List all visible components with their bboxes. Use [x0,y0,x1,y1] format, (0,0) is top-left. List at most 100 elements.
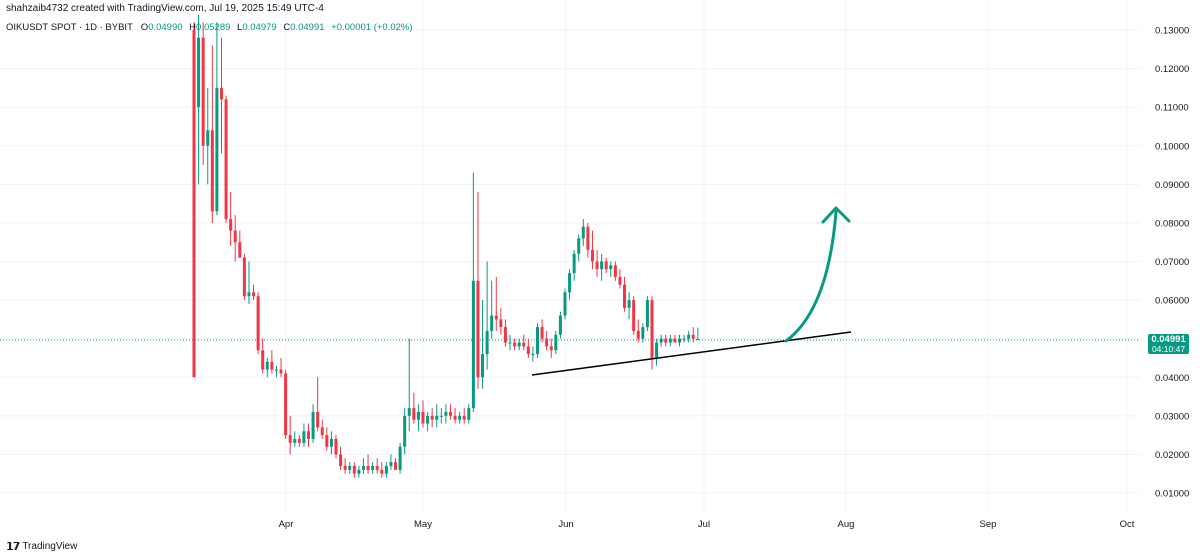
candle [265,357,269,378]
candle [494,276,498,331]
candle-body [655,342,659,358]
candle [284,369,288,439]
candle-body [682,338,686,340]
candle-body [389,462,393,466]
candle [513,338,517,351]
candle [270,350,274,374]
candle-body [206,130,210,146]
candle-body [229,219,233,231]
candle [581,219,585,247]
symbol-ohlc-bar: OIKUSDT SPOT · 1D · BYBIT O0.04990 H0.05… [6,22,413,33]
candle-body [444,411,448,416]
symbol-name[interactable]: OIKUSDT SPOT · 1D · BYBIT [6,22,133,33]
price-tick-label: 0.04000 [1155,373,1189,384]
candle-body [632,300,636,331]
candle-body [197,37,201,108]
current-price-tag: 0.04991 04:10:47 [1148,334,1189,354]
candle-body [448,411,452,416]
candle-body [499,319,503,328]
candle [572,249,576,281]
candle-body [357,469,361,474]
candle [595,249,599,277]
price-tick-label: 0.03000 [1155,411,1189,422]
tradingview-logo[interactable]: 𝟭𝟳 TradingView [6,540,77,553]
candle [508,334,512,351]
low-value: 0.04979 [242,22,277,33]
candle [252,284,256,301]
price-axis[interactable]: 0.13000 0.12000 0.11000 0.10000 0.09000 0.080… [1155,26,1189,500]
candle-body [288,435,292,443]
candle [261,338,265,374]
price-tick-label: 0.09000 [1155,180,1189,191]
candle-body [274,369,278,371]
candle-body [668,338,672,343]
candle [219,37,223,154]
candle [435,404,439,428]
candle [645,296,649,331]
candle-body [279,369,283,374]
candle [687,330,691,343]
candle-body [508,342,512,344]
open-label: O [140,22,149,33]
candle-body [192,30,196,378]
candle [206,87,210,185]
candle-body [531,354,535,356]
candle-body [201,37,205,146]
time-axis[interactable]: Apr May Jun Jul Aug Sep Oct [279,519,1135,530]
candle [297,435,301,447]
support-trendline[interactable] [531,331,852,376]
candle [471,172,475,412]
candle [650,296,654,370]
candle-body [316,411,320,428]
candle-body [595,261,599,270]
candle-body [568,273,572,293]
candle-body [467,408,471,420]
bullish-arrow-curve[interactable] [784,210,838,343]
candle-body [613,265,617,277]
candle [641,323,645,343]
candle [609,261,613,277]
candle-body [513,342,517,347]
candle-body [563,292,567,316]
candle [247,261,251,304]
candle-body [604,261,608,270]
candle-body [302,431,306,443]
candle-body [394,462,398,470]
candle-body [471,280,475,409]
candle [329,431,333,455]
candle-body [366,465,370,470]
candle-body [659,338,663,343]
candle [545,330,549,351]
candle-body [641,327,645,339]
candle [536,323,539,358]
candle-body [224,99,228,220]
candle [279,357,283,378]
candle-body [627,300,631,308]
candle [320,419,324,439]
candle [375,458,379,474]
candle [210,45,214,223]
candle-body [581,226,585,239]
candle [215,22,219,216]
candle [242,253,246,301]
candle-body [430,415,434,420]
candle [517,338,521,351]
candle [430,408,434,428]
candle-body [426,415,430,424]
candle-body [210,130,214,212]
time-tick-label: Jun [558,519,573,530]
candle-body [677,338,681,343]
candle [485,261,489,370]
candle [568,269,572,301]
candle [288,415,292,455]
candle [600,253,604,281]
candle-body [219,87,223,100]
candle-body [476,280,480,378]
candle-body [407,408,411,416]
candle-body [371,465,375,470]
price-tick-label: 0.01000 [1155,489,1189,500]
candle [604,257,608,274]
author-attribution: shahzaib4732 created with TradingView.co… [6,3,324,14]
candle [444,404,448,424]
